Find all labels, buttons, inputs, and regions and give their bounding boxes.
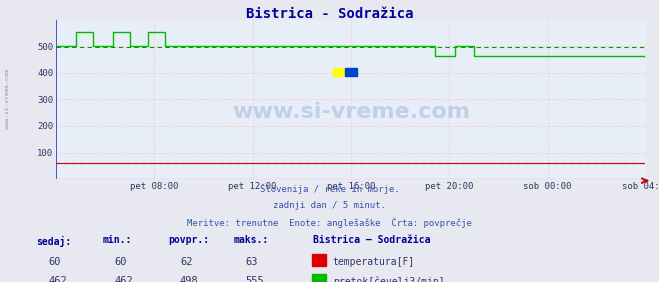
Text: www.si-vreme.com: www.si-vreme.com	[5, 69, 11, 129]
Text: Bistrica – Sodražica: Bistrica – Sodražica	[313, 235, 430, 245]
Text: www.si-vreme.com: www.si-vreme.com	[232, 102, 470, 122]
Text: 63: 63	[246, 257, 258, 266]
Bar	[345, 68, 357, 76]
Text: 62: 62	[180, 257, 192, 266]
Text: zadnji dan / 5 minut.: zadnji dan / 5 minut.	[273, 201, 386, 210]
Text: 498: 498	[180, 276, 198, 282]
Text: 60: 60	[114, 257, 127, 266]
Text: pretok[čevelj3/min]: pretok[čevelj3/min]	[333, 276, 444, 282]
Bar	[333, 68, 345, 76]
Text: 60: 60	[48, 257, 61, 266]
Text: 555: 555	[246, 276, 264, 282]
Text: min.:: min.:	[102, 235, 132, 245]
Text: maks.:: maks.:	[234, 235, 269, 245]
Text: Meritve: trenutne  Enote: anglešaške  Črta: povprečje: Meritve: trenutne Enote: anglešaške Črta…	[187, 217, 472, 228]
Text: povpr.:: povpr.:	[168, 235, 209, 245]
Text: temperatura[F]: temperatura[F]	[333, 257, 415, 266]
Text: 462: 462	[114, 276, 132, 282]
Text: Bistrica - Sodražica: Bistrica - Sodražica	[246, 7, 413, 21]
Text: sedaj:: sedaj:	[36, 235, 71, 246]
Text: Slovenija / reke in morje.: Slovenija / reke in morje.	[260, 185, 399, 194]
Text: 462: 462	[48, 276, 67, 282]
